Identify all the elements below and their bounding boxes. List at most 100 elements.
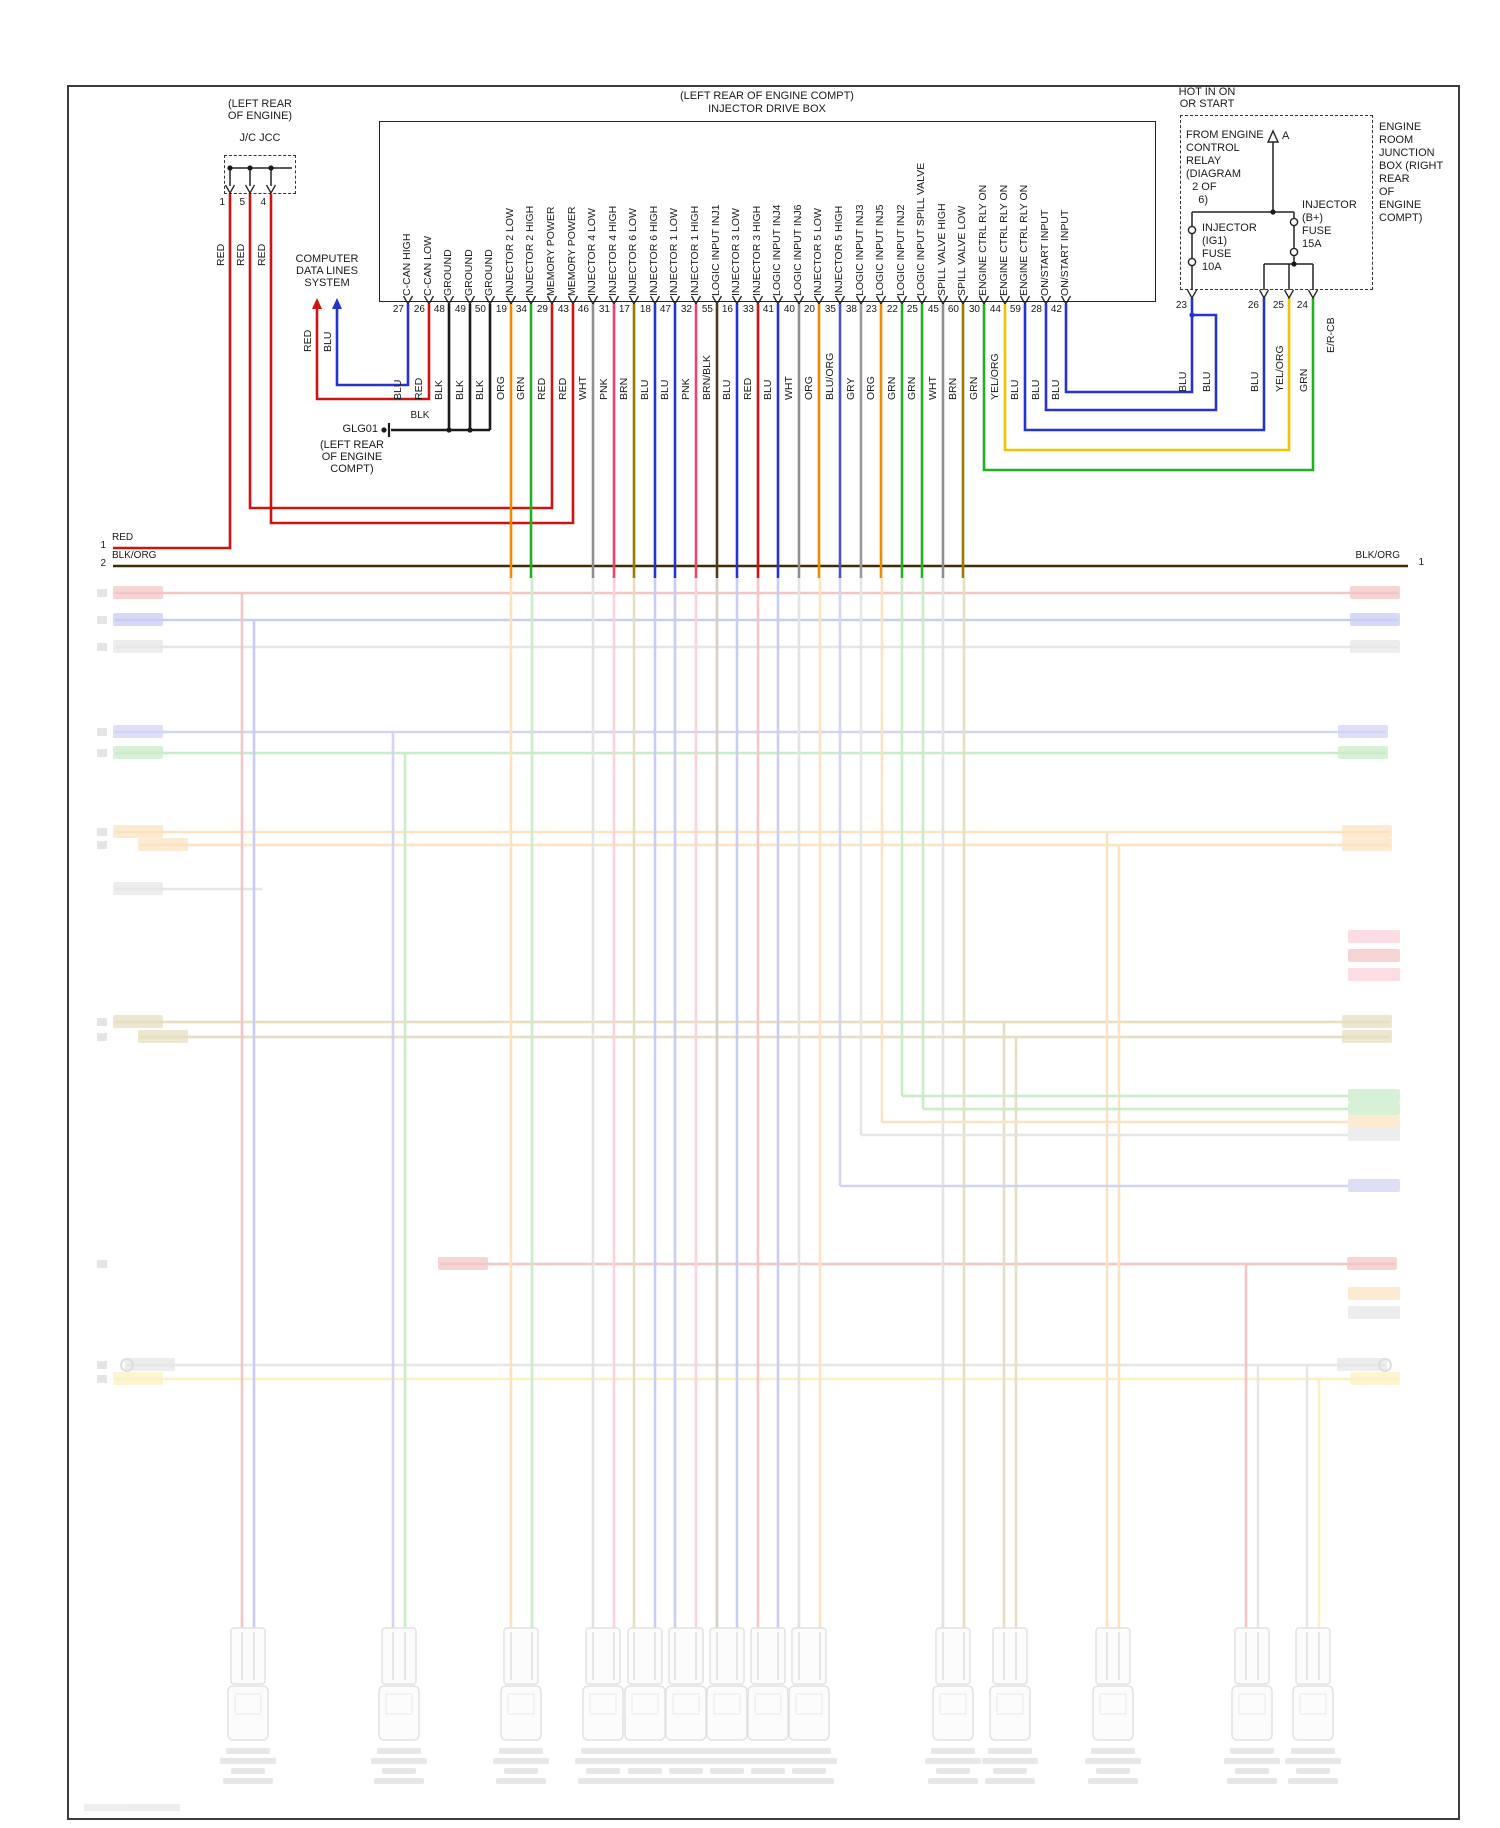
pin-signal-label: INJECTOR 4 HIGH [607,205,619,296]
pin-number: 28 [1030,304,1042,315]
pin-wire-color-label: BLU [659,379,671,400]
faded-text [787,1748,831,1754]
faded-label [1348,930,1400,943]
connector-shape [935,1627,971,1685]
faded-text [1088,1778,1138,1784]
pin-wire-color-label: WHT [783,376,795,400]
pin-signal-label: C-CAN HIGH [401,233,413,296]
connector-shape [1292,1685,1334,1741]
junction-dot [247,165,253,171]
faded-label [1348,1287,1400,1300]
pin-number: 50 [474,304,486,315]
pin-number: 23 [865,304,877,315]
pin-number: 17 [618,304,630,315]
faded-text [1230,1748,1274,1754]
faded-text [702,1778,752,1784]
faded-label [113,640,163,653]
pin-signal-label: LOGIC INPUT INJ3 [854,204,866,296]
pin-wire-color-label: GRN [515,376,527,400]
wire-color-label: RED [215,243,227,266]
junction-dot [1291,261,1297,267]
pin-wire-color-label: GRN [886,376,898,400]
faded-label [97,1033,107,1041]
connector-detail [589,1693,617,1715]
fuse-symbol [1289,217,1299,227]
faded-text [658,1758,714,1764]
pin-wire-color-label: BLK [454,380,466,400]
arrow-up-icon [312,298,322,309]
faded-text [669,1768,703,1774]
hot-in-on-label: HOT IN ON OR START [1178,86,1236,110]
connector-detail [795,1693,823,1715]
junction-pin-number: 26 [1247,300,1259,311]
faded-label [438,1257,488,1270]
pin-number: 35 [824,304,836,315]
pin-wire-color-label: RED [742,377,754,400]
faded-label [1347,1257,1397,1270]
connector-detail [939,1693,967,1715]
junction-box-note: ENGINE ROOM JUNCTION BOX (RIGHT REAR OF … [1379,121,1444,224]
faded-text [784,1778,834,1784]
connector-shape [1231,1685,1273,1741]
faded-text [231,1768,265,1774]
pin-wire-color-label: BLU [1030,379,1042,400]
fuse-symbol [1187,257,1197,267]
faded-label [97,841,107,849]
pin-number: 27 [392,304,404,315]
pin-number: 45 [927,304,939,315]
faded-text [220,1758,276,1764]
connector-shape [585,1627,621,1685]
ground-wire-label: BLK [410,410,430,421]
pin-signal-label: GROUND [483,249,495,296]
pin-signal-label: ON/START INPUT [1059,209,1071,296]
faded-text [1227,1778,1277,1784]
faded-label [1350,640,1400,653]
faded-label [1348,1306,1400,1319]
connector-shape [582,1685,624,1741]
connector-shape [668,1627,704,1685]
faded-text [982,1758,1038,1764]
pin-wire-color-label: BRN/BLK [701,355,713,400]
faded-text [223,1778,273,1784]
faded-label [1348,1089,1400,1102]
wire-color-label: RED [235,243,247,266]
junction-dot [446,427,452,433]
pin-wire-color-label: BLU [721,379,733,400]
wire-color-label: RED [302,329,314,352]
faded-text [371,1758,427,1764]
pin-wire-color-label: BLU [1009,379,1021,400]
faded-label [125,1358,175,1371]
pin-wire-color-label: GRN [906,376,918,400]
edge-circuit-number: 1 [100,540,106,551]
faded-text [661,1778,711,1784]
wire [335,304,410,387]
jcc-location-label: (LEFT REAR OF ENGINE) [227,98,293,122]
faded-text [792,1768,826,1774]
pin-signal-label: GROUND [442,249,454,296]
faded-text [620,1778,670,1784]
faded-text [1288,1778,1338,1784]
connector-shape [747,1685,789,1741]
faded-text [746,1748,790,1754]
edge-wire-label: BLK/ORG [1355,550,1400,561]
wire [1003,298,1291,452]
jcc-name-label: J/C JCC [239,132,281,144]
wire-color-label: BLU [1249,371,1261,392]
pin-signal-label: INJECTOR 2 LOW [504,208,516,296]
wire [1064,298,1194,394]
faded-label [97,728,107,736]
faded-text [1235,1768,1269,1774]
connector-shape [932,1685,974,1741]
connector-detail [234,1693,262,1715]
pin-number: 47 [659,304,671,315]
faded-text [743,1778,793,1784]
wire [248,194,554,510]
faded-label [113,746,163,759]
faded-text [493,1758,549,1764]
faded-label [113,725,163,738]
wire [113,194,232,550]
faded-label [138,1030,188,1043]
splice-symbol [1378,1358,1392,1372]
junction-dot [467,427,473,433]
pin-signal-label: MEMORY POWER [545,206,557,296]
